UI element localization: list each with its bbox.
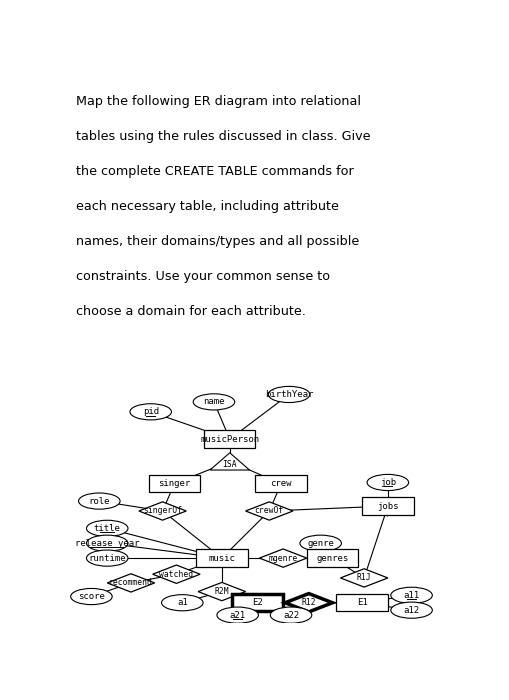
Ellipse shape bbox=[78, 493, 120, 509]
Bar bbox=[306, 550, 357, 567]
Text: birthYear: birthYear bbox=[264, 390, 313, 399]
Text: a21: a21 bbox=[229, 610, 245, 620]
Bar bbox=[231, 594, 282, 611]
Text: ISA: ISA bbox=[222, 460, 237, 469]
Text: musicPerson: musicPerson bbox=[200, 435, 259, 444]
Text: crew: crew bbox=[270, 480, 291, 488]
Text: Map the following ER diagram into relational: Map the following ER diagram into relati… bbox=[75, 94, 360, 108]
Text: choose a domain for each attribute.: choose a domain for each attribute. bbox=[75, 305, 305, 318]
Bar bbox=[149, 475, 200, 492]
Polygon shape bbox=[285, 594, 332, 612]
Ellipse shape bbox=[270, 607, 311, 623]
Text: singer: singer bbox=[158, 480, 190, 488]
Text: runtime: runtime bbox=[88, 554, 126, 563]
Ellipse shape bbox=[390, 587, 432, 603]
Bar bbox=[196, 550, 247, 567]
Ellipse shape bbox=[193, 394, 234, 410]
Text: E2: E2 bbox=[251, 598, 262, 607]
Ellipse shape bbox=[130, 404, 171, 420]
Text: each necessary table, including attribute: each necessary table, including attribut… bbox=[75, 200, 338, 213]
Text: a11: a11 bbox=[403, 591, 419, 600]
Text: score: score bbox=[78, 592, 105, 601]
Text: R2M: R2M bbox=[214, 587, 229, 596]
Polygon shape bbox=[210, 453, 249, 470]
Text: pid: pid bbox=[143, 407, 158, 416]
Text: release year: release year bbox=[75, 539, 139, 547]
Polygon shape bbox=[259, 549, 306, 567]
Ellipse shape bbox=[87, 550, 128, 566]
Text: recommend: recommend bbox=[109, 578, 153, 587]
Ellipse shape bbox=[87, 535, 128, 552]
Ellipse shape bbox=[87, 520, 128, 536]
Text: singerOf: singerOf bbox=[143, 507, 182, 515]
Text: a12: a12 bbox=[403, 606, 419, 615]
Text: a22: a22 bbox=[282, 610, 298, 620]
Bar bbox=[255, 475, 306, 492]
Ellipse shape bbox=[366, 475, 408, 491]
Text: R1J: R1J bbox=[356, 573, 371, 582]
Text: title: title bbox=[94, 524, 121, 533]
Ellipse shape bbox=[161, 594, 203, 611]
Polygon shape bbox=[198, 582, 245, 601]
Text: the complete CREATE TABLE commands for: the complete CREATE TABLE commands for bbox=[75, 165, 353, 178]
Text: constraints. Use your common sense to: constraints. Use your common sense to bbox=[75, 270, 329, 283]
Polygon shape bbox=[107, 574, 154, 592]
Text: role: role bbox=[89, 496, 110, 505]
Text: a1: a1 bbox=[177, 598, 187, 607]
Bar bbox=[336, 594, 387, 611]
Polygon shape bbox=[340, 569, 387, 587]
Text: name: name bbox=[203, 398, 224, 407]
Text: mgenre: mgenre bbox=[268, 554, 297, 563]
Text: music: music bbox=[208, 554, 235, 563]
Polygon shape bbox=[245, 502, 293, 520]
Bar bbox=[204, 430, 255, 448]
Text: genre: genre bbox=[306, 539, 333, 547]
Ellipse shape bbox=[216, 607, 258, 623]
Polygon shape bbox=[152, 565, 200, 583]
Polygon shape bbox=[138, 502, 186, 520]
Text: E1: E1 bbox=[356, 598, 367, 607]
Ellipse shape bbox=[299, 535, 341, 552]
Ellipse shape bbox=[268, 386, 309, 402]
Text: R12: R12 bbox=[301, 598, 316, 607]
Text: job: job bbox=[379, 478, 395, 487]
Text: jobs: jobs bbox=[376, 501, 398, 510]
Text: genres: genres bbox=[316, 554, 348, 563]
Ellipse shape bbox=[390, 602, 432, 618]
Text: names, their domains/types and all possible: names, their domains/types and all possi… bbox=[75, 235, 358, 248]
Text: watched: watched bbox=[159, 570, 193, 579]
Bar bbox=[361, 498, 413, 514]
Ellipse shape bbox=[71, 589, 112, 605]
Text: crewOf: crewOf bbox=[254, 507, 284, 515]
Text: tables using the rules discussed in class. Give: tables using the rules discussed in clas… bbox=[75, 130, 370, 143]
